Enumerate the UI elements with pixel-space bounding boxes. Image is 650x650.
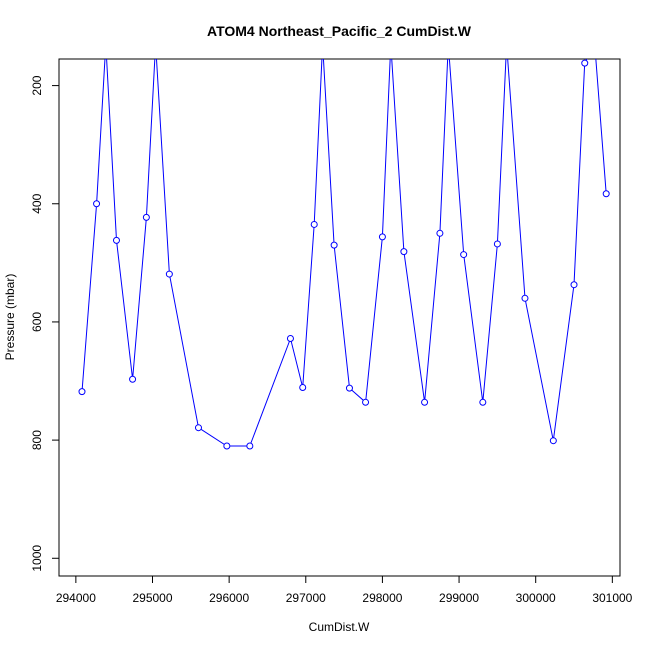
chart-title: ATOM4 Northeast_Pacific_2 CumDist.W (207, 23, 472, 39)
data-point (602, 190, 610, 198)
data-point (345, 384, 353, 392)
data-point (320, 41, 326, 47)
data-point (549, 437, 557, 445)
x-tick-label: 301000 (592, 591, 632, 605)
data-point (142, 213, 150, 221)
data-point (286, 334, 294, 342)
y-tick-label: 600 (30, 312, 44, 332)
series-line (81, 59, 607, 447)
data-point (112, 236, 120, 244)
data-point (388, 41, 394, 47)
data-point (460, 251, 468, 259)
y-tick-label: 400 (30, 193, 44, 213)
x-axis-label: CumDist.W (309, 620, 370, 634)
x-tick-label: 296000 (209, 591, 249, 605)
data-point (592, 41, 598, 47)
x-tick-label: 297000 (286, 591, 326, 605)
x-tick-label: 299000 (439, 591, 479, 605)
data-point (570, 281, 578, 289)
x-tick-label: 294000 (56, 591, 96, 605)
plot-frame (58, 58, 621, 577)
x-tick-label: 298000 (362, 591, 402, 605)
data-point (362, 398, 370, 406)
data-point (581, 59, 589, 67)
y-tick-label: 1000 (30, 545, 44, 572)
data-point (153, 41, 159, 47)
y-axis: 200 400 600 800 1000 (30, 75, 60, 572)
data-point (129, 375, 137, 383)
y-tick-label: 800 (30, 430, 44, 450)
data-point (310, 220, 318, 228)
data-point (504, 41, 510, 47)
data-point (78, 388, 86, 396)
data-point (194, 424, 202, 432)
data-point (421, 398, 429, 406)
data-point (299, 384, 307, 392)
data-point (493, 240, 501, 248)
data-point (378, 233, 386, 241)
data-point (445, 41, 451, 47)
x-tick-label: 300000 (516, 591, 556, 605)
y-axis-label: Pressure (mbar) (3, 274, 17, 361)
y-tick-label: 200 (30, 75, 44, 95)
data-point (223, 442, 231, 450)
series-layer (78, 41, 610, 450)
data-point (479, 398, 487, 406)
data-point (400, 248, 408, 256)
data-point (246, 442, 254, 450)
data-point (436, 229, 444, 237)
data-point (93, 200, 101, 208)
data-point (330, 241, 338, 249)
data-point (165, 270, 173, 278)
data-point (103, 41, 109, 47)
x-tick-label: 295000 (132, 591, 172, 605)
x-axis: 294000 295000 296000 297000 298000 299000 3000… (56, 575, 633, 605)
data-point (521, 294, 529, 302)
